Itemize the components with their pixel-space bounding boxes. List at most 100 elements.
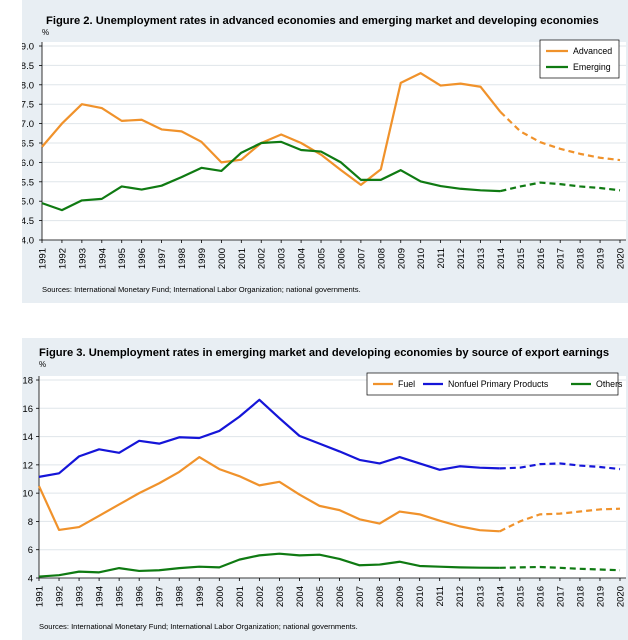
y-tick-label: 14	[22, 432, 33, 443]
x-tick-label: 2017	[556, 248, 567, 269]
y-tick-label: 4.5	[22, 216, 34, 227]
legend: Advanced Emerging	[539, 39, 620, 79]
chart-title: Figure 3. Unemployment rates in emerging…	[39, 347, 609, 359]
series-projection-fuel	[499, 507, 621, 533]
y-tick-label: 4.0	[22, 236, 34, 247]
x-tick-label: 2013	[475, 586, 486, 607]
x-tick-label: 2018	[576, 248, 587, 269]
x-tick-label: 2008	[375, 586, 386, 607]
x-tick-label: 2016	[536, 248, 547, 269]
series-line-fuel	[37, 455, 500, 533]
x-tick-label: 2002	[255, 586, 266, 607]
figure-2-chart: Figure 2. Unemployment rates in advanced…	[22, 15, 627, 294]
y-tick-label: 8	[28, 517, 33, 528]
figure-3-panel: Figure 3. Unemployment rates in emerging…	[22, 338, 628, 640]
series-line-nonfuel-primary-products	[38, 398, 500, 478]
x-tick-label: 2000	[217, 248, 228, 269]
x-tick-label: 2003	[277, 248, 288, 269]
series-projection-nonfuel-primary-products	[499, 462, 621, 471]
x-tick-label: 2005	[315, 586, 326, 607]
legend-label: Others	[596, 379, 623, 389]
x-tick-label: 2007	[356, 248, 367, 269]
series-projection-emerging	[500, 181, 621, 193]
x-tick-label: 2014	[496, 248, 507, 269]
y-tick-label: 8.0	[22, 80, 34, 91]
y-tick-label: 5.0	[22, 197, 34, 208]
x-tick-label: 2009	[396, 248, 407, 269]
x-tick-label: 2011	[436, 248, 447, 268]
x-tick-label: 2008	[376, 248, 387, 269]
plot-area	[39, 376, 626, 578]
x-tick-label: 2007	[355, 586, 366, 607]
x-tick-label: 2014	[495, 586, 506, 607]
legend-label: Fuel	[398, 379, 415, 389]
x-tick-label: 1992	[57, 248, 68, 269]
y-tick-label: 18	[22, 376, 33, 387]
x-tick-label: 2005	[317, 248, 328, 269]
x-tick-label: 1995	[117, 248, 128, 269]
x-tick-label: 2010	[416, 248, 427, 269]
x-tick-label: 2019	[595, 586, 606, 607]
x-tick-label: 2015	[516, 248, 527, 269]
x-tick-label: 2018	[575, 586, 586, 607]
x-tick-label: 1994	[95, 586, 106, 607]
x-tick-label: 2002	[257, 248, 268, 269]
y-axis-unit: %	[42, 28, 49, 37]
source-note: Sources: International Monetary Fund; In…	[39, 622, 358, 631]
series-projection-others	[499, 565, 621, 572]
x-tick-label: 1991	[35, 586, 46, 607]
x-tick-label: 2020	[616, 248, 627, 269]
series-line-others	[38, 552, 500, 578]
legend-box	[539, 39, 620, 79]
x-tick-label: 1996	[135, 586, 146, 607]
y-tick-label: 10	[22, 489, 33, 500]
x-tick-label: 2015	[515, 586, 526, 607]
x-tick-label: 1999	[195, 586, 206, 607]
y-tick-label: 5.5	[22, 177, 34, 188]
x-tick-label: 2011	[435, 586, 446, 606]
series-projection-advanced	[499, 111, 621, 162]
x-tick-label: 2006	[336, 248, 347, 269]
legend-label: Emerging	[573, 62, 611, 72]
legend-label: Advanced	[573, 46, 612, 56]
y-tick-label: 4	[28, 574, 33, 585]
figure-2-panel: Figure 2. Unemployment rates in advanced…	[22, 0, 628, 303]
x-tick-label: 1995	[115, 586, 126, 607]
y-tick-label: 7.0	[22, 119, 34, 130]
x-tick-label: 1991	[38, 248, 49, 269]
x-tick-label: 1992	[55, 586, 66, 607]
series-line-advanced	[41, 72, 502, 187]
x-tick-label: 2004	[295, 586, 306, 607]
y-tick-label: 6	[28, 545, 33, 556]
plot-area	[42, 42, 626, 240]
chart-title: Figure 2. Unemployment rates in advanced…	[46, 15, 599, 27]
y-tick-label: 6.0	[22, 158, 34, 169]
x-tick-label: 2003	[275, 586, 286, 607]
x-tick-label: 2012	[456, 248, 467, 269]
x-tick-label: 1998	[177, 248, 188, 269]
y-tick-label: 12	[22, 460, 33, 471]
legend-label: Nonfuel Primary Products	[448, 379, 549, 389]
legend: Fuel Nonfuel Primary Products Others	[366, 372, 623, 396]
x-tick-label: 1994	[97, 248, 108, 269]
x-tick-label: 2010	[415, 586, 426, 607]
y-tick-label: 7.5	[22, 100, 34, 111]
x-tick-label: 2012	[455, 586, 466, 607]
y-tick-label: 16	[22, 404, 33, 415]
legend-box	[366, 372, 619, 396]
x-tick-label: 2020	[616, 586, 627, 607]
x-tick-label: 1997	[155, 586, 166, 607]
x-tick-label: 2004	[297, 248, 308, 269]
series-line-emerging	[41, 140, 501, 212]
x-tick-label: 2009	[395, 586, 406, 607]
x-tick-label: 1998	[175, 586, 186, 607]
figure-3-chart: Figure 3. Unemployment rates in emerging…	[22, 347, 627, 631]
x-tick-label: 1996	[137, 248, 148, 269]
x-tick-label: 1993	[75, 586, 86, 607]
x-tick-label: 2016	[535, 586, 546, 607]
x-tick-label: 2019	[596, 248, 607, 269]
x-tick-label: 2001	[237, 248, 248, 269]
x-tick-label: 2001	[235, 586, 246, 607]
x-tick-label: 1999	[197, 248, 208, 269]
y-tick-label: 6.5	[22, 139, 34, 150]
